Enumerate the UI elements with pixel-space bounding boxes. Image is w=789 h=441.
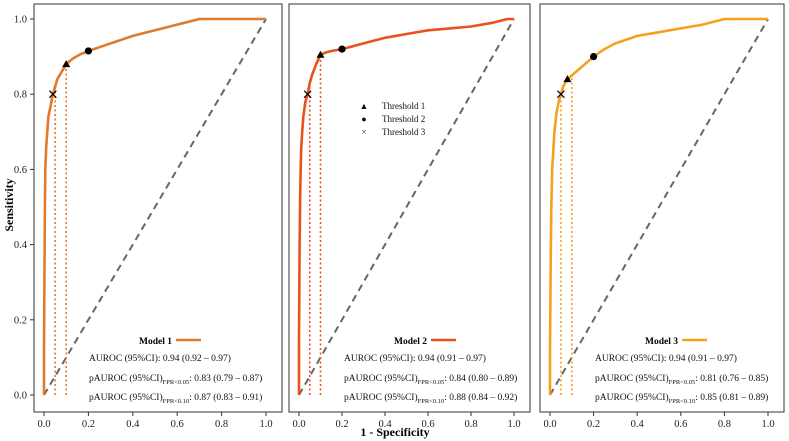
panel-frame [539,3,785,413]
x-tick-label: 0.0 [292,419,305,430]
threshold-3-label: Threshold 3 [382,127,426,137]
pauroc-010-text: pAUROC (95%CI)FPR<0.10: 0.87 (0.83 – 0.9… [89,392,262,405]
threshold-3-stroke [303,90,312,99]
reference-diagonal [549,18,769,396]
pauroc-005-text: pAUROC (95%CI)FPR<0.05: 0.84 (0.80 – 0.8… [344,373,517,386]
threshold-2-label: Threshold 2 [382,114,425,124]
threshold-1-marker: ▲ [360,101,369,111]
pauroc-010-text: pAUROC (95%CI)FPR<0.10: 0.85 (0.81 – 0.8… [595,392,768,405]
pauroc-005-text: pAUROC (95%CI)FPR<0.05: 0.81 (0.76 – 0.8… [595,373,768,386]
threshold-1-point [62,60,71,68]
model-legend-title: Model 3 [645,337,678,347]
threshold-3-marker: × [361,127,366,137]
x-tick-label: 0.6 [674,419,687,430]
x-tick-label: 0.2 [587,419,600,430]
x-tick-label: 0.2 [82,419,95,430]
threshold-1-point [316,50,325,58]
x-tick-label: 1.0 [507,419,520,430]
threshold-2-point [590,53,598,61]
threshold-legend: ▲ Threshold 1 ● Threshold 2 × Threshold … [360,101,426,137]
threshold-3-point [556,90,565,99]
x-tick-label: 0.6 [421,419,434,430]
threshold-2-marker: ● [361,114,366,124]
x-tick-label: 0.8 [215,419,228,430]
threshold-3-point [303,90,312,99]
x-tick-label: 0.4 [378,419,392,430]
auroc-text: AUROC (95%CI): 0.94 (0.92 – 0.97) [89,353,231,364]
x-tick-label: 0.0 [543,419,556,430]
x-tick-label: 0.8 [464,419,477,430]
panel-3: 0.0 0.2 0.4 0.6 0.8 1.0 Model 3 AUROC (95%CI): … [539,3,785,430]
y-tick-label: 0.2 [14,315,27,326]
panel-2: 0.0 0.2 0.4 0.6 0.8 1.0 Model 2 AUROC (95%CI): … [288,3,531,430]
y-axis-label: Sensitivity [2,178,16,231]
roc-curve [548,17,768,395]
auroc-text: AUROC (95%CI): 0.94 (0.91 – 0.97) [595,353,737,364]
threshold-2-point [338,45,346,53]
x-tick-label: 0.2 [335,419,348,430]
x-tick-label: 0.8 [718,419,731,430]
y-tick-label: 0.6 [14,165,27,176]
threshold-1-label: Threshold 1 [382,101,425,111]
reference-diagonal [43,18,267,396]
threshold-3-stroke [48,90,57,99]
threshold-3-stroke [556,90,565,99]
y-tick-label: 0.0 [14,391,27,402]
x-tick-label: 0.0 [37,419,50,430]
threshold-3-point [48,90,57,99]
pauroc-010-text: pAUROC (95%CI)FPR<0.10: 0.88 (0.84 – 0.9… [344,392,517,405]
x-tick-label: 0.6 [171,419,184,430]
y-tick-label: 1.0 [14,15,27,26]
reference-diagonal [298,18,515,396]
panel-1: 0.0 0.2 0.4 0.6 0.8 1.0 0.0 0.2 0.4 0.6 0.8 1.0 Mode… [14,3,283,430]
y-tick-label: 0.4 [14,240,28,251]
pauroc-005-text: pAUROC (95%CI)FPR<0.05: 0.83 (0.79 – 0.8… [89,373,262,386]
x-axis-label: 1 - Specificity [360,425,429,439]
panel-frame [288,3,531,413]
model-legend-title: Model 1 [139,337,172,347]
x-tick-label: 1.0 [761,419,774,430]
x-tick-label: 1.0 [259,419,272,430]
threshold-1-point [563,75,572,83]
auroc-text: AUROC (95%CI): 0.94 (0.91 – 0.97) [344,353,486,364]
threshold-2-point [84,47,92,55]
y-tick-label: 0.8 [14,90,27,101]
x-tick-label: 0.4 [126,419,140,430]
panel-frame [33,3,283,413]
x-tick-label: 0.4 [631,419,645,430]
model-legend-title: Model 2 [394,337,427,347]
